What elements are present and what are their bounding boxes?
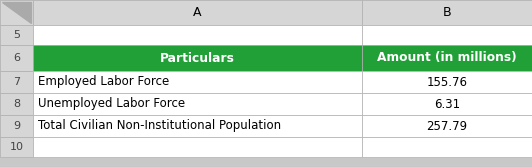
Text: 5: 5 xyxy=(13,30,20,40)
Bar xyxy=(33,45,362,71)
Bar xyxy=(0,115,33,137)
Bar xyxy=(362,137,532,157)
Bar xyxy=(362,25,532,45)
Text: 6.31: 6.31 xyxy=(434,98,460,111)
Bar xyxy=(33,25,362,45)
Bar xyxy=(33,0,362,25)
Text: Total Civilian Non-Institutional Population: Total Civilian Non-Institutional Populat… xyxy=(38,120,281,132)
Bar xyxy=(362,0,532,25)
Text: B: B xyxy=(443,6,451,19)
Polygon shape xyxy=(2,2,31,23)
Text: 10: 10 xyxy=(10,142,23,152)
Text: Amount (in millions): Amount (in millions) xyxy=(377,51,517,64)
Text: Unemployed Labor Force: Unemployed Labor Force xyxy=(38,98,185,111)
Bar xyxy=(33,93,362,115)
Bar xyxy=(0,71,33,93)
Bar xyxy=(33,115,362,137)
Text: 7: 7 xyxy=(13,77,20,87)
Text: Particulars: Particulars xyxy=(160,51,235,64)
Bar xyxy=(362,71,532,93)
Bar xyxy=(362,115,532,137)
Bar xyxy=(0,25,33,45)
Text: 6: 6 xyxy=(13,53,20,63)
Bar xyxy=(33,137,362,157)
Text: A: A xyxy=(193,6,202,19)
Text: 257.79: 257.79 xyxy=(427,120,468,132)
Bar xyxy=(362,93,532,115)
Text: 9: 9 xyxy=(13,121,20,131)
Bar xyxy=(0,0,33,25)
Bar xyxy=(0,45,33,71)
Bar xyxy=(362,45,532,71)
Bar xyxy=(0,93,33,115)
Bar xyxy=(0,137,33,157)
Bar xyxy=(33,71,362,93)
Text: Employed Labor Force: Employed Labor Force xyxy=(38,75,169,89)
Text: 155.76: 155.76 xyxy=(427,75,468,89)
Text: 8: 8 xyxy=(13,99,20,109)
